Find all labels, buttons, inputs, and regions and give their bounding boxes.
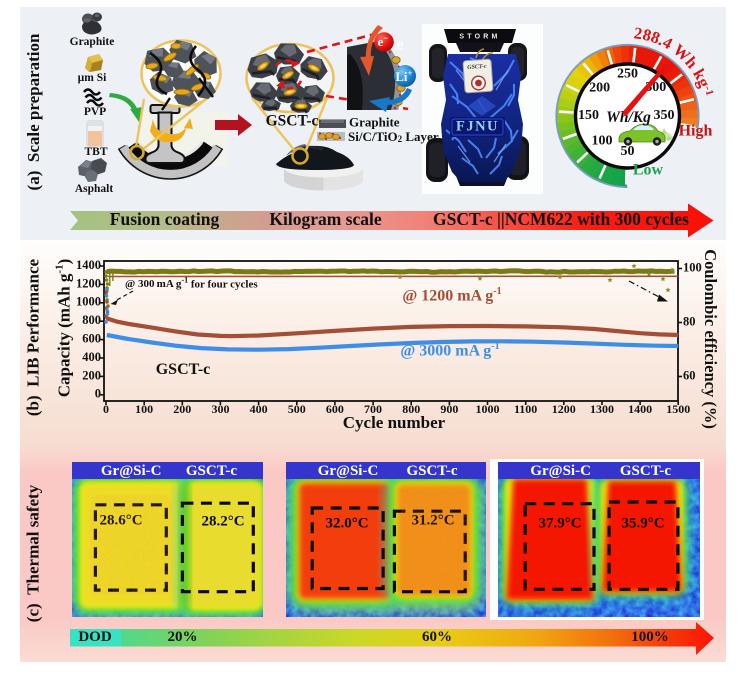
svg-text:1000: 1000	[76, 295, 101, 309]
svg-text:Low: Low	[633, 162, 664, 179]
svg-text:80: 80	[683, 314, 696, 328]
svg-text:50: 50	[621, 144, 635, 159]
svg-text:35.9°C: 35.9°C	[621, 515, 664, 531]
svg-text:1400: 1400	[76, 258, 101, 272]
svg-text:1000: 1000	[476, 402, 500, 416]
svg-text:Gr@Si-C: Gr@Si-C	[101, 463, 162, 479]
svg-text:Graphite: Graphite	[349, 114, 400, 129]
svg-text:150: 150	[578, 108, 599, 123]
svg-text:1300: 1300	[590, 402, 614, 416]
svg-text:GSCT-c: GSCT-c	[186, 463, 237, 479]
svg-text:400: 400	[250, 402, 268, 416]
svg-text:200: 200	[173, 402, 191, 416]
svg-text:60: 60	[683, 368, 696, 382]
svg-text:28.2°C: 28.2°C	[201, 513, 244, 529]
svg-text:600: 600	[326, 402, 344, 416]
svg-text:TBT: TBT	[84, 146, 107, 158]
svg-text:1400: 1400	[628, 402, 652, 416]
svg-text:GSCT-c: GSCT-c	[406, 463, 457, 479]
svg-text:100: 100	[592, 134, 613, 149]
svg-text:100%: 100%	[631, 629, 669, 645]
svg-text:1200: 1200	[76, 276, 101, 290]
svg-text:(b) LIB Performance: (b) LIB Performance	[23, 258, 42, 416]
svg-text:Kilogram scale: Kilogram scale	[269, 209, 381, 229]
svg-text:300: 300	[211, 402, 229, 416]
svg-text:Asphalt: Asphalt	[75, 183, 114, 195]
svg-text:µm Si: µm Si	[78, 72, 107, 84]
svg-text:@ 3000 mA g-1: @ 3000 mA g-1	[400, 341, 499, 359]
svg-text:100: 100	[135, 402, 153, 416]
svg-text:@ 1200 mA g-1: @ 1200 mA g-1	[402, 286, 501, 304]
svg-text:37.9°C: 37.9°C	[538, 515, 581, 531]
svg-text:1500: 1500	[666, 402, 690, 416]
svg-text:FJNU: FJNU	[456, 118, 499, 134]
svg-text:350: 350	[654, 108, 675, 123]
svg-text:Gr@Si-C: Gr@Si-C	[530, 463, 591, 479]
svg-text:800: 800	[82, 313, 101, 327]
svg-text:PVP: PVP	[84, 106, 106, 118]
svg-text:250: 250	[617, 67, 638, 82]
svg-text:Fusion coating: Fusion coating	[110, 209, 220, 229]
svg-text:GSCT-c ||NCM622 with 300 cycle: GSCT-c ||NCM622 with 300 cycles	[433, 209, 689, 229]
svg-text:Si/C/TiO2 Layer: Si/C/TiO2 Layer	[348, 129, 439, 144]
svg-text:0: 0	[103, 402, 109, 416]
svg-text:Capacity (mAh g-1): Capacity (mAh g-1)	[53, 259, 73, 398]
svg-text:GSCT-c: GSCT-c	[266, 113, 319, 130]
svg-text:0: 0	[95, 387, 101, 401]
svg-text:600: 600	[82, 331, 101, 345]
svg-text:Cycle number: Cycle number	[343, 413, 446, 432]
svg-text:200: 200	[82, 368, 101, 382]
svg-text:e: e	[396, 37, 403, 54]
svg-text:Gr@Si-C: Gr@Si-C	[318, 463, 379, 479]
svg-text:32.0°C: 32.0°C	[325, 515, 368, 531]
svg-text:High: High	[679, 123, 713, 140]
svg-text:500: 500	[288, 402, 306, 416]
svg-text:60%: 60%	[422, 629, 452, 645]
svg-text:Graphite: Graphite	[70, 36, 115, 48]
svg-text:1200: 1200	[552, 402, 576, 416]
svg-text:(c) Thermal safety: (c) Thermal safety	[23, 484, 42, 622]
svg-text:1100: 1100	[514, 402, 537, 416]
svg-text:200: 200	[589, 80, 610, 95]
svg-text:GSCT-c: GSCT-c	[620, 463, 671, 479]
svg-text:GSCT-c: GSCT-c	[156, 361, 211, 378]
svg-text:STORM: STORM	[459, 33, 500, 40]
svg-text:100: 100	[683, 260, 702, 274]
svg-text:400: 400	[82, 350, 101, 364]
svg-text:@ 300 mA g-1 for four cycles: @ 300 mA g-1 for four cycles	[125, 275, 258, 290]
svg-text:DOD: DOD	[78, 629, 112, 645]
svg-text:Coulombic efficiency (%): Coulombic efficiency (%)	[701, 249, 720, 429]
svg-text:(a) Scale preparation: (a) Scale preparation	[24, 33, 43, 190]
svg-text:20%: 20%	[168, 629, 198, 645]
